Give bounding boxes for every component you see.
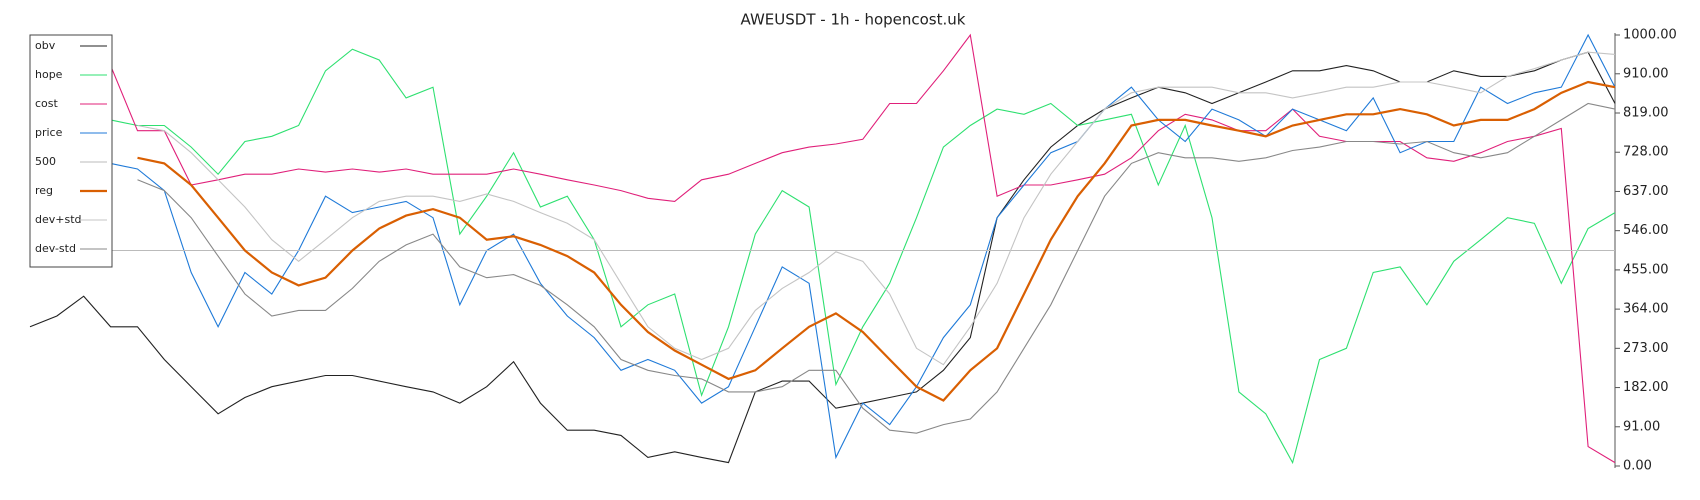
legend-label: price	[35, 126, 63, 139]
y-tick-label: 546.00	[1623, 223, 1669, 238]
y-tick-label: 910.00	[1623, 66, 1669, 81]
y-tick-label: 91.00	[1623, 419, 1660, 434]
y-tick-label: 637.00	[1623, 184, 1669, 199]
legend-box	[29, 34, 113, 268]
y-tick-label: 1000.00	[1623, 28, 1677, 43]
legend-label: cost	[35, 97, 59, 110]
series-line	[110, 33, 1616, 460]
chart-title: AWEUSDT - 1h - hopencost.uk	[741, 11, 966, 29]
y-tick-label: 273.00	[1623, 341, 1669, 356]
legend-label: hope	[35, 68, 63, 81]
legend-label: obv	[35, 39, 56, 52]
legend-label: 500	[35, 155, 56, 168]
series-line	[110, 33, 1616, 464]
series-line	[137, 51, 1616, 366]
y-tick-label: 455.00	[1623, 262, 1669, 277]
legend-label: reg	[35, 184, 53, 197]
series-line	[29, 51, 1616, 464]
series-line	[137, 80, 1616, 402]
series-line	[110, 48, 1616, 465]
legend-label: dev+std	[35, 213, 82, 226]
y-tick-label: 0.00	[1623, 459, 1652, 474]
y-tick-label: 728.00	[1623, 145, 1669, 160]
y-tick-label: 182.00	[1623, 380, 1669, 395]
y-tick-label: 364.00	[1623, 302, 1669, 317]
y-tick-label: 819.00	[1623, 106, 1669, 121]
series-line	[137, 102, 1616, 434]
legend-label: dev-std	[35, 242, 76, 255]
